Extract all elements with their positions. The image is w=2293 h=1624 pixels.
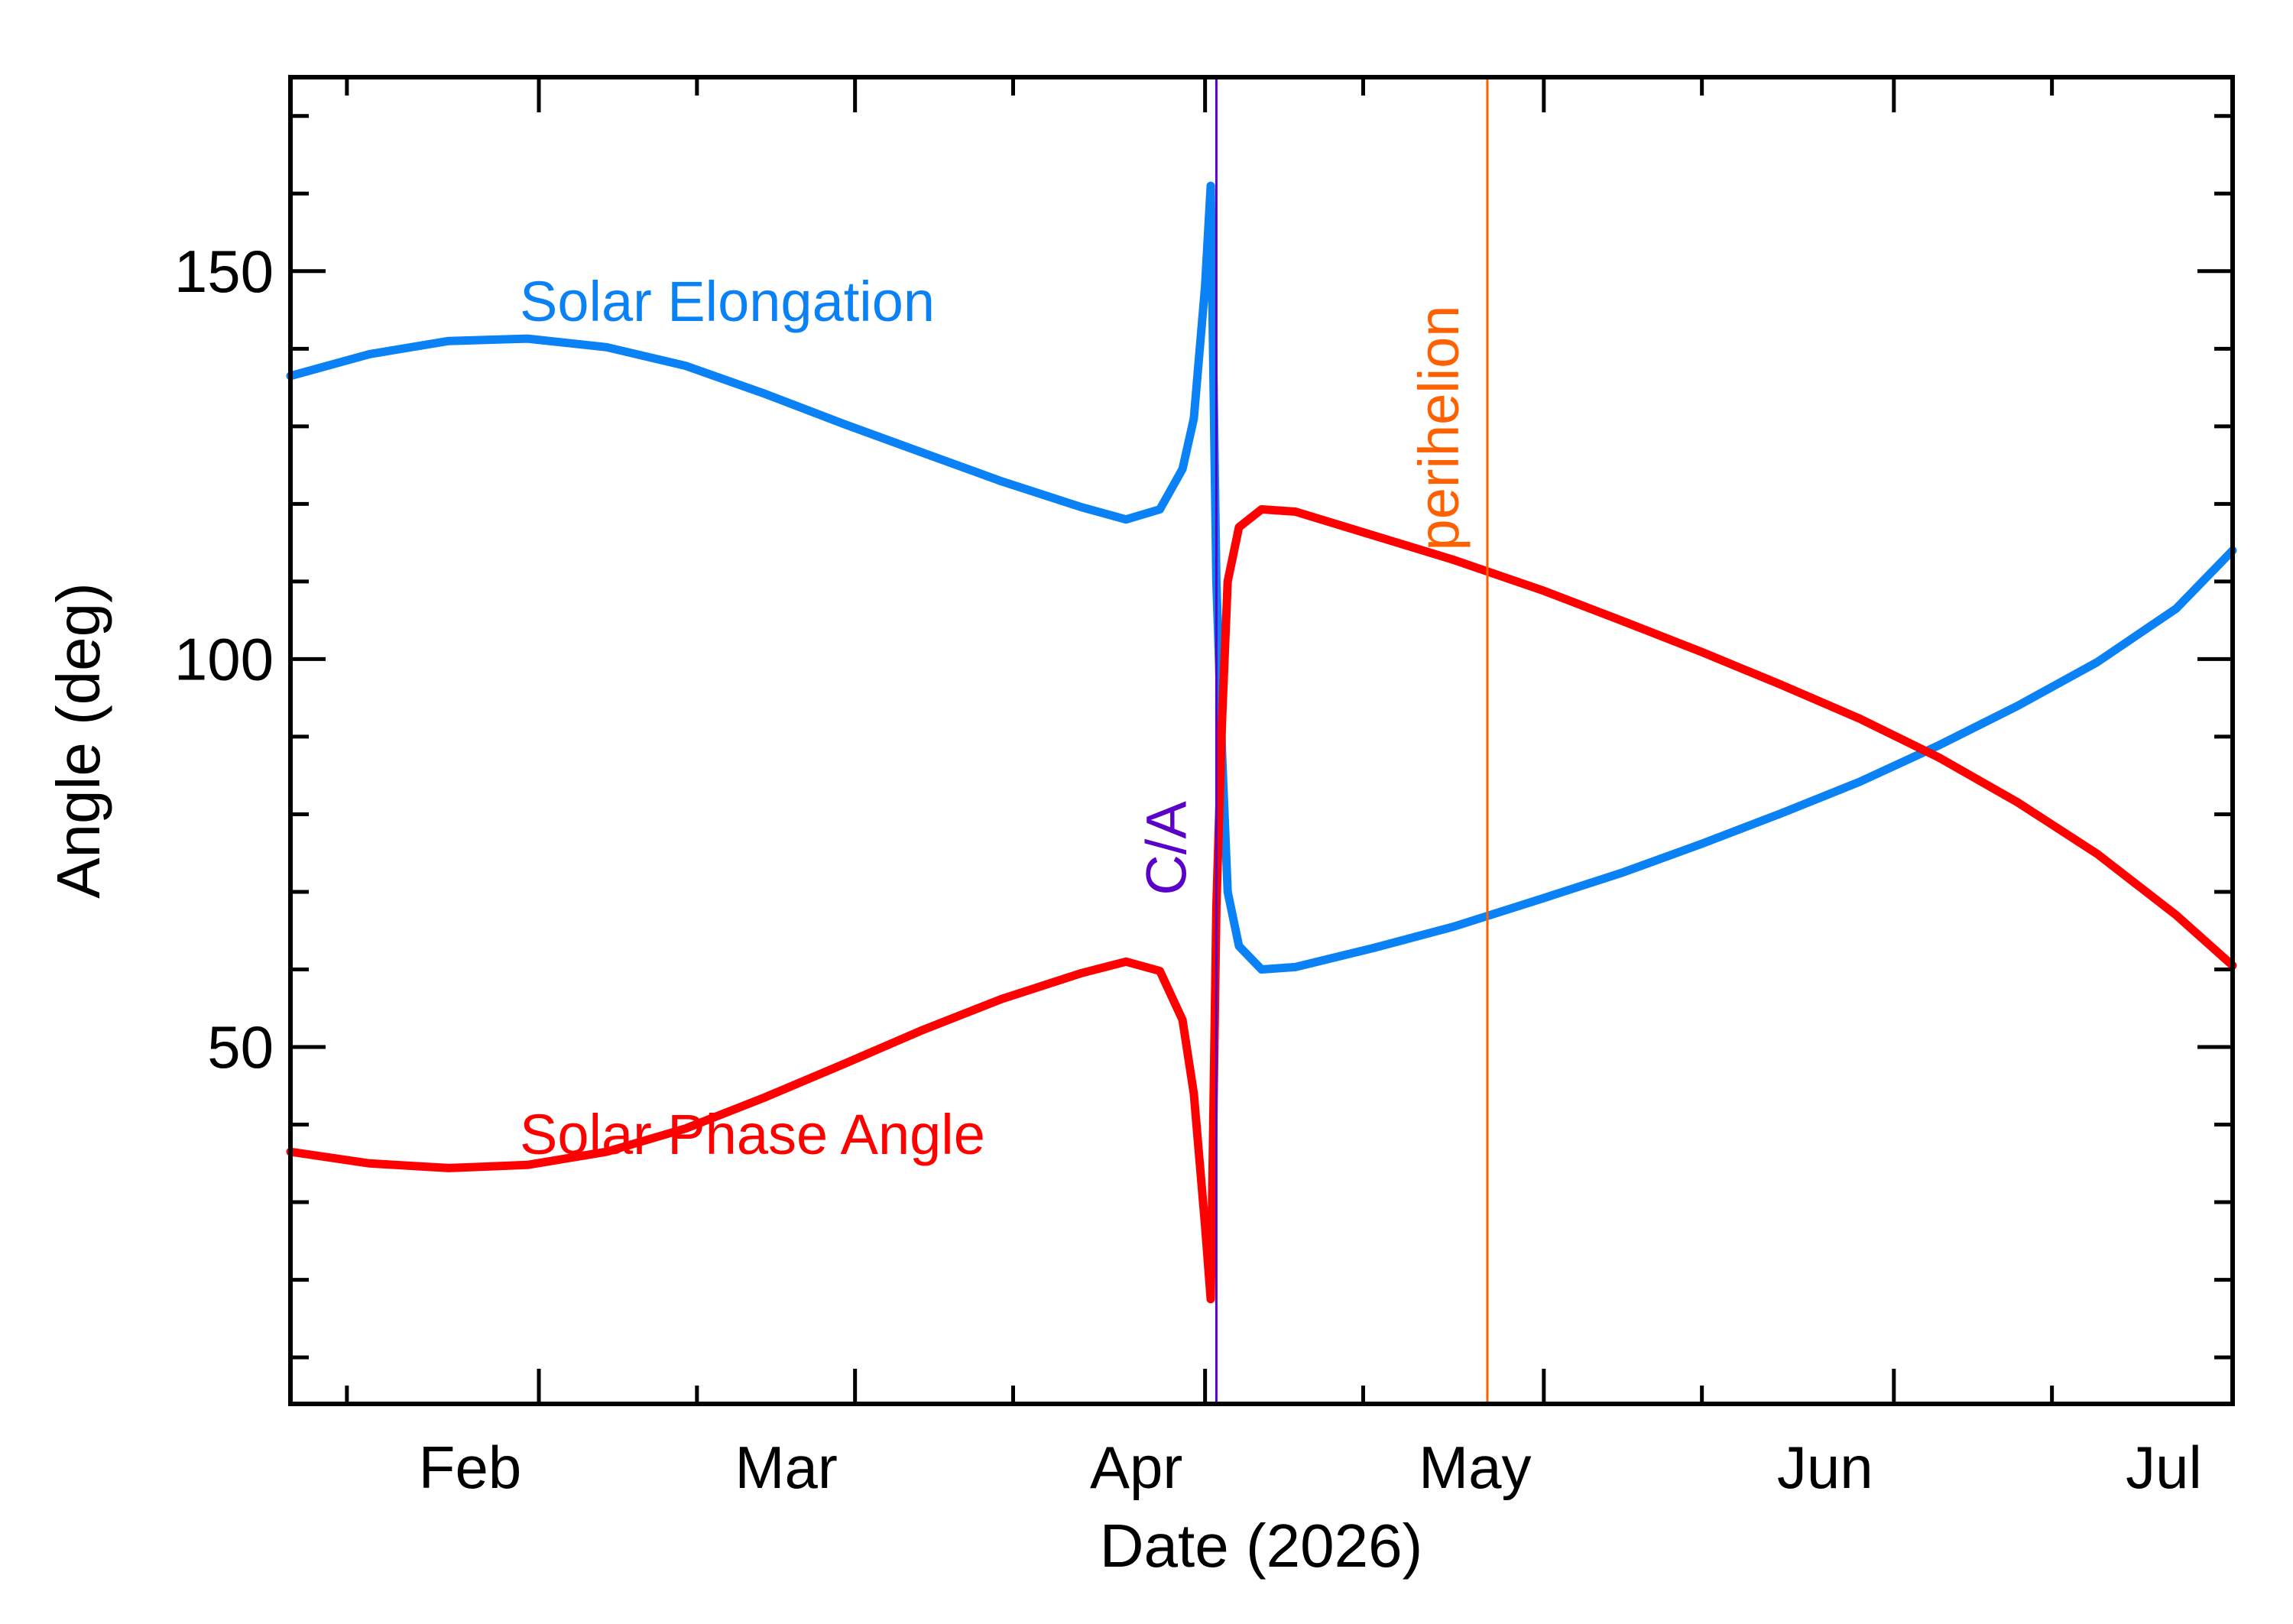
y-axis-title: Angle (deg) (44, 582, 112, 899)
y-tick-label: 100 (174, 625, 274, 692)
y-tick-label: 150 (174, 238, 274, 305)
x-tick-label: Mar (735, 1434, 837, 1501)
event-lines: C/A perihelion (1134, 77, 1489, 1404)
series-label-solar-phase-angle: Solar Phase Angle (520, 1103, 985, 1166)
series-line-solar-phase-angle (286, 505, 2237, 1304)
x-axis-title: Date (2026) (1100, 1512, 1422, 1580)
x-tick-label: May (1419, 1434, 1531, 1501)
axis-ticks: Feb Mar Apr May Jun Jul 50 100 150 (174, 77, 2235, 1501)
x-tick-label: Feb (419, 1434, 521, 1501)
series-label-solar-elongation: Solar Elongation (520, 270, 935, 333)
x-tick-label: Jul (2126, 1434, 2202, 1501)
axis-labels: Date (2026) Angle (deg) (44, 582, 1422, 1580)
x-tick-label: Apr (1090, 1434, 1182, 1501)
y-tick-label: 50 (207, 1013, 274, 1081)
vline-label-perihelion: perihelion (1407, 306, 1471, 551)
plot-frame (288, 75, 2235, 1406)
x-tick-label: Jun (1777, 1434, 1873, 1501)
vline-label-c-a: C/A (1134, 801, 1198, 896)
series-layer: Solar Elongation Solar Phase Angle (286, 181, 2237, 1304)
